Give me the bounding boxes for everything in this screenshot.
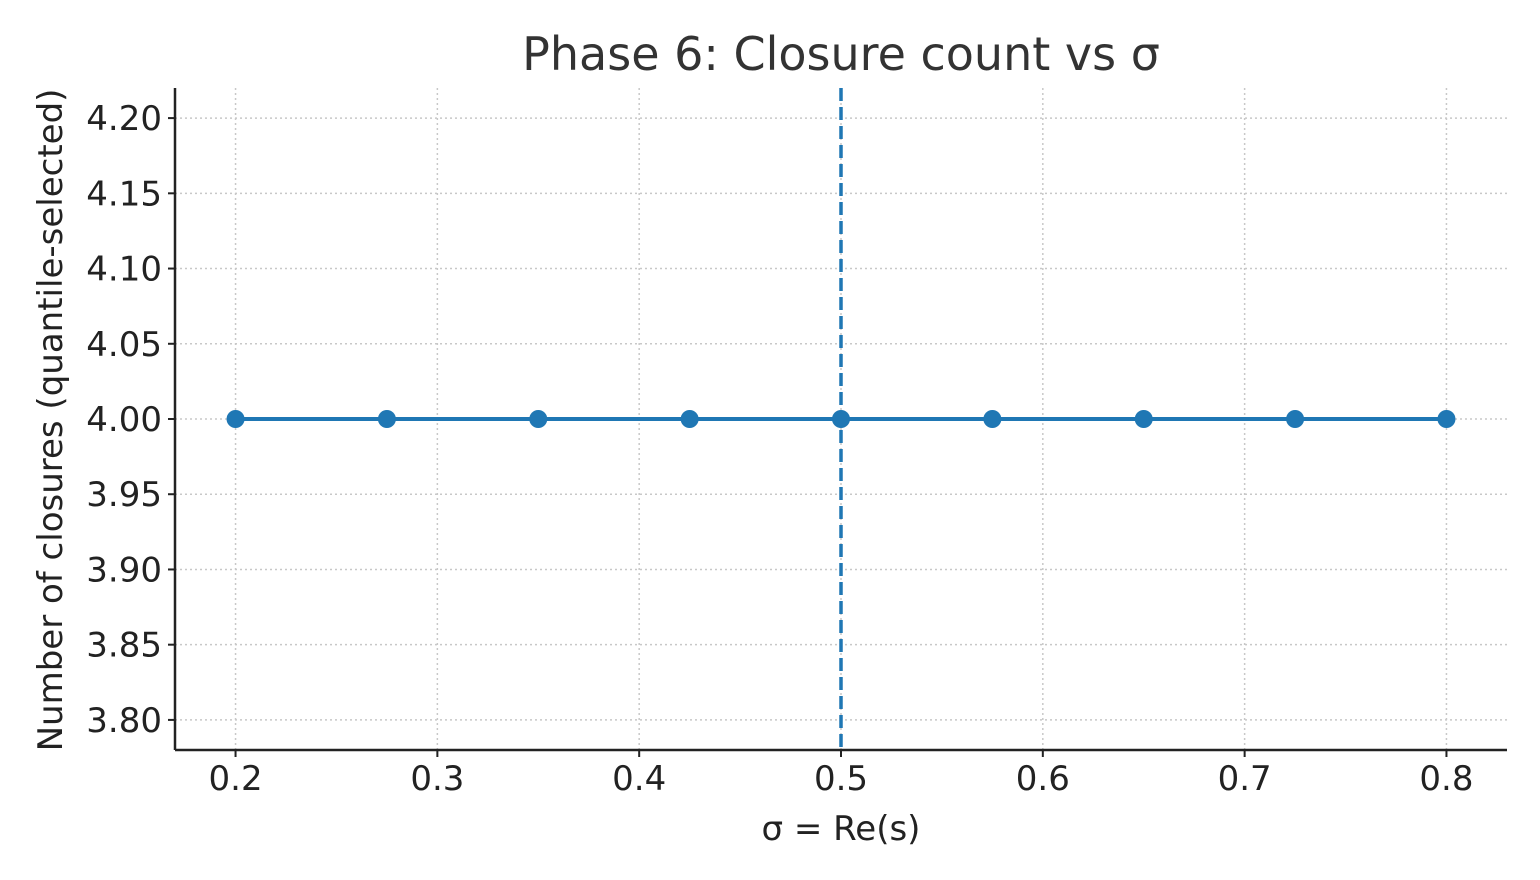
axes bbox=[168, 88, 1507, 757]
x-tick-label: 0.3 bbox=[410, 759, 464, 799]
data-point bbox=[226, 410, 245, 428]
x-tick-label: 0.4 bbox=[612, 759, 666, 799]
data-point bbox=[832, 410, 850, 428]
y-axis-label: Number of closures (quantile-selected) bbox=[31, 89, 71, 752]
x-tick-label: 0.8 bbox=[1419, 759, 1473, 799]
data-point bbox=[1437, 410, 1456, 428]
y-tick-label: 3.95 bbox=[86, 475, 162, 515]
data-point bbox=[377, 410, 396, 428]
series-layer bbox=[226, 410, 1456, 428]
data-point bbox=[983, 410, 1002, 428]
y-tick-label: 4.00 bbox=[86, 400, 162, 440]
y-tick-label: 3.90 bbox=[86, 550, 162, 590]
x-tick-label: 0.2 bbox=[209, 759, 263, 799]
x-axis-label: σ = Re(s) bbox=[762, 809, 921, 849]
chart-title: Phase 6: Closure count vs σ bbox=[522, 27, 1160, 81]
y-tick-label: 3.85 bbox=[86, 626, 162, 666]
y-tick-label: 4.10 bbox=[86, 250, 162, 290]
x-tick-label: 0.7 bbox=[1218, 759, 1272, 799]
y-tick-label: 4.15 bbox=[86, 174, 162, 214]
data-point bbox=[1286, 410, 1305, 428]
x-tick-label: 0.5 bbox=[814, 759, 868, 799]
y-tick-label: 3.80 bbox=[86, 701, 162, 741]
y-tick-label: 4.20 bbox=[86, 99, 162, 139]
data-point bbox=[680, 410, 699, 428]
data-point bbox=[1134, 410, 1153, 428]
y-tick-label: 4.05 bbox=[86, 325, 162, 365]
x-tick-label: 0.6 bbox=[1016, 759, 1070, 799]
tick-labels: 0.2 0.3 0.4 0.5 0.6 0.7 0.8 3.80 3.85 3.90 3.95 4.0… bbox=[86, 99, 1473, 799]
data-point bbox=[529, 410, 548, 428]
